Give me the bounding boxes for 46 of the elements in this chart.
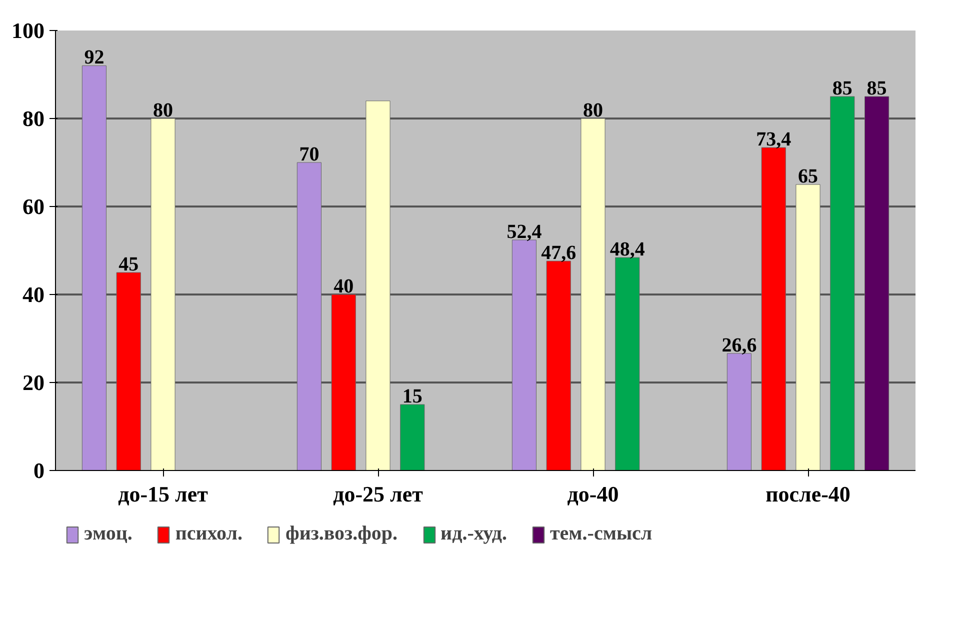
legend-label: психол.	[175, 522, 242, 546]
data-label: 80	[153, 100, 173, 122]
data-label: 73,4	[756, 128, 792, 151]
bar	[331, 294, 356, 470]
x-tick-label: после-40	[766, 482, 850, 506]
data-label: 80	[583, 100, 603, 122]
data-label: 70	[299, 144, 320, 166]
bar	[546, 260, 571, 470]
data-label: 85	[866, 78, 887, 100]
bar	[726, 353, 752, 470]
bar	[116, 272, 141, 470]
bar	[796, 184, 820, 470]
y-tick-label: 60	[22, 194, 44, 219]
y-tick-label: 100	[12, 18, 44, 43]
data-label: 52,4	[506, 220, 542, 243]
bar	[830, 96, 855, 470]
data-label: 85	[832, 78, 852, 100]
bar	[864, 96, 890, 470]
data-label: 47,6	[541, 242, 576, 264]
bar	[512, 240, 536, 470]
y-tick-label: 40	[22, 282, 44, 307]
bar	[150, 118, 176, 470]
bar	[296, 162, 322, 470]
bar	[761, 147, 786, 470]
data-label: 15	[402, 386, 422, 408]
data-label: 26,6	[722, 334, 757, 356]
data-label: 40	[334, 276, 354, 298]
bar	[615, 257, 640, 470]
y-tick-label: 20	[22, 370, 44, 395]
bar	[580, 118, 606, 470]
data-label: 92	[84, 46, 104, 69]
data-label: 45	[118, 254, 139, 276]
x-tick-label: до-25 лет	[333, 482, 424, 506]
bar	[400, 404, 425, 470]
bar	[366, 100, 390, 470]
data-label: 48,4	[610, 238, 645, 261]
y-tick-label: 80	[22, 106, 44, 131]
legend-label: эмоц.	[84, 522, 132, 546]
x-tick-label: до-15 лет	[118, 482, 208, 506]
legend-label: тем.-смысл	[550, 522, 652, 546]
x-tick-label: до-40	[567, 482, 619, 506]
bar	[82, 65, 106, 470]
y-tick-label: 0	[34, 458, 44, 483]
legend-label: ид.-худ.	[440, 522, 507, 546]
data-label: 65	[798, 166, 818, 188]
legend-label: физ.воз.фор.	[285, 522, 398, 546]
